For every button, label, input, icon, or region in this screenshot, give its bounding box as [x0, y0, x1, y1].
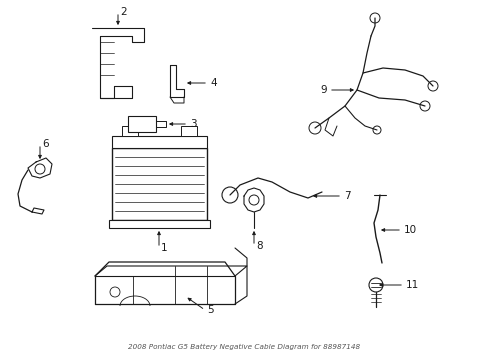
Bar: [181, 126, 197, 136]
Circle shape: [222, 187, 238, 203]
Text: 7: 7: [343, 191, 350, 201]
Bar: [122, 126, 138, 136]
Circle shape: [419, 101, 429, 111]
Bar: [128, 116, 156, 132]
Circle shape: [427, 81, 437, 91]
Circle shape: [35, 164, 45, 174]
Text: 6: 6: [42, 139, 48, 149]
Text: 11: 11: [405, 280, 418, 290]
Text: 8: 8: [256, 241, 262, 251]
Circle shape: [308, 122, 320, 134]
Text: 9: 9: [320, 85, 326, 95]
Circle shape: [110, 287, 120, 297]
Bar: [112, 148, 206, 220]
Text: 2008 Pontiac G5 Battery Negative Cable Diagram for 88987148: 2008 Pontiac G5 Battery Negative Cable D…: [128, 344, 359, 350]
Bar: [112, 136, 206, 148]
Text: 10: 10: [403, 225, 416, 235]
Text: 2: 2: [120, 7, 126, 17]
Circle shape: [372, 126, 380, 134]
Circle shape: [369, 13, 379, 23]
Text: 1: 1: [161, 243, 167, 253]
Text: 5: 5: [206, 305, 213, 315]
Circle shape: [248, 195, 259, 205]
Circle shape: [368, 278, 382, 292]
Bar: [109, 220, 209, 228]
Text: 4: 4: [209, 78, 216, 88]
Text: 3: 3: [190, 119, 196, 129]
